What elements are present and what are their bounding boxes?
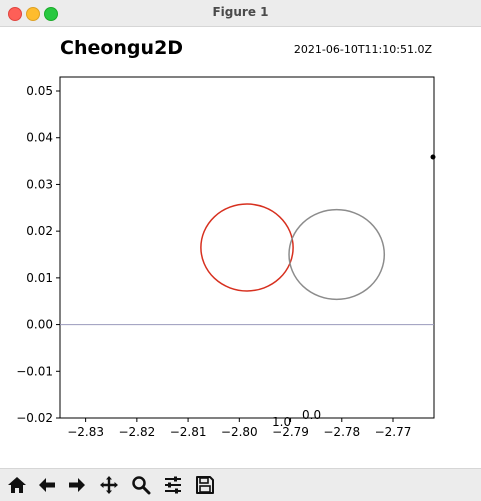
x-tick-label: −2.77 bbox=[375, 425, 412, 439]
red-circle-series bbox=[200, 203, 294, 292]
save-button[interactable] bbox=[192, 473, 218, 497]
configure-subplots-icon bbox=[165, 476, 181, 494]
zoom-button[interactable] bbox=[128, 473, 154, 497]
axes-frame bbox=[59, 76, 435, 419]
overlap-label-1: 1.0 bbox=[272, 415, 291, 429]
y-axis-ticks: −0.02 −0.01 0.00 0.01 0.02 0.03 0.04 0.05 bbox=[16, 84, 60, 425]
figure-timestamp: 2021-06-10T11:10:51.0Z bbox=[294, 43, 433, 56]
figure-canvas[interactable]: Cheongu2D 2021-06-10T11:10:51.0Z −2.83 −2… bbox=[0, 27, 481, 467]
x-tick-label: −2.78 bbox=[323, 425, 360, 439]
y-tick-label: −0.02 bbox=[16, 411, 53, 425]
window-title: Figure 1 bbox=[212, 5, 269, 19]
back-arrow-icon bbox=[39, 478, 55, 492]
maximize-window-button[interactable] bbox=[44, 7, 58, 21]
x-tick-label: −2.83 bbox=[67, 425, 104, 439]
y-tick-label: 0.03 bbox=[26, 177, 53, 191]
configure-subplots-button[interactable] bbox=[160, 473, 186, 497]
window-titlebar[interactable]: Figure 1 bbox=[0, 0, 481, 27]
x-tick-label: −2.80 bbox=[221, 425, 258, 439]
navigation-toolbar bbox=[0, 468, 481, 501]
close-window-button[interactable] bbox=[8, 7, 22, 21]
gray-circle-series bbox=[288, 208, 386, 301]
x-tick-label: −2.79 bbox=[272, 425, 309, 439]
y-tick-label: 0.02 bbox=[26, 224, 53, 238]
y-tick-label: 0.00 bbox=[26, 318, 53, 332]
pan-button[interactable] bbox=[96, 473, 122, 497]
y-tick-label: 0.04 bbox=[26, 131, 53, 145]
y-tick-label: 0.01 bbox=[26, 271, 53, 285]
pan-move-icon bbox=[100, 476, 118, 494]
forward-arrow-icon bbox=[69, 478, 85, 492]
plot-svg[interactable]: Cheongu2D 2021-06-10T11:10:51.0Z −2.83 −2… bbox=[0, 27, 481, 467]
minimize-window-button[interactable] bbox=[26, 7, 40, 21]
series-group bbox=[200, 203, 386, 301]
x-tick-label: −2.81 bbox=[170, 425, 207, 439]
home-button[interactable] bbox=[4, 473, 30, 497]
x-tick-label: −2.82 bbox=[118, 425, 155, 439]
save-floppy-icon bbox=[196, 476, 214, 494]
back-button[interactable] bbox=[34, 473, 60, 497]
clipped-marker bbox=[430, 154, 436, 160]
y-tick-label: −0.01 bbox=[16, 364, 53, 378]
zoom-magnifier-icon bbox=[132, 476, 151, 495]
x-axis-ticks: −2.83 −2.82 −2.81 −2.80 −2.79 −2.78 −2.77 bbox=[67, 418, 411, 439]
overlap-label-2: 0.0 bbox=[302, 408, 321, 422]
figure-title: Cheongu2D bbox=[60, 37, 183, 59]
y-tick-label: 0.05 bbox=[26, 84, 53, 98]
forward-button[interactable] bbox=[64, 473, 90, 497]
home-icon bbox=[8, 477, 26, 493]
